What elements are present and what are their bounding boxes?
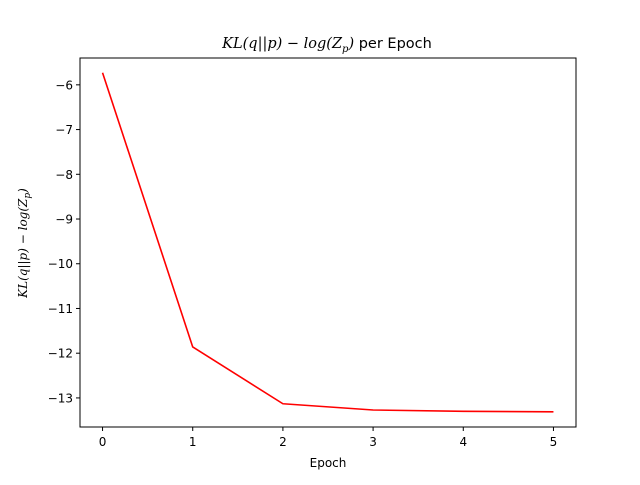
x-tick-label: 4 — [459, 435, 467, 449]
y-axis-ticks: −6 −7 −8 −9 −10 −11 −12 −13 — [48, 78, 80, 405]
chart-title: KL(q||p) − log(Zp) per Epoch — [221, 36, 432, 55]
y-tick-label: −13 — [48, 391, 73, 405]
y-tick-label: −9 — [55, 213, 73, 227]
x-tick-label: 0 — [99, 435, 107, 449]
series-group — [101, 72, 554, 413]
x-axis-label: Epoch — [310, 456, 347, 470]
y-tick-label: −6 — [55, 78, 73, 92]
y-tick-label: −7 — [55, 123, 73, 137]
x-tick-label: 5 — [550, 435, 558, 449]
y-tick-label: −10 — [48, 257, 73, 271]
y-tick-label: −8 — [55, 168, 73, 182]
x-tick-label: 3 — [369, 435, 377, 449]
x-tick-label: 2 — [279, 435, 287, 449]
plot-area — [79, 57, 577, 428]
series-line — [101, 72, 554, 413]
y-axis-label: KL(q||p) − log(Zp) — [16, 188, 33, 299]
y-tick-label: −12 — [48, 347, 73, 361]
y-tick-label: −11 — [48, 302, 73, 316]
x-tick-label: 1 — [189, 435, 197, 449]
x-axis-ticks: 0 1 2 3 4 5 — [99, 427, 558, 449]
